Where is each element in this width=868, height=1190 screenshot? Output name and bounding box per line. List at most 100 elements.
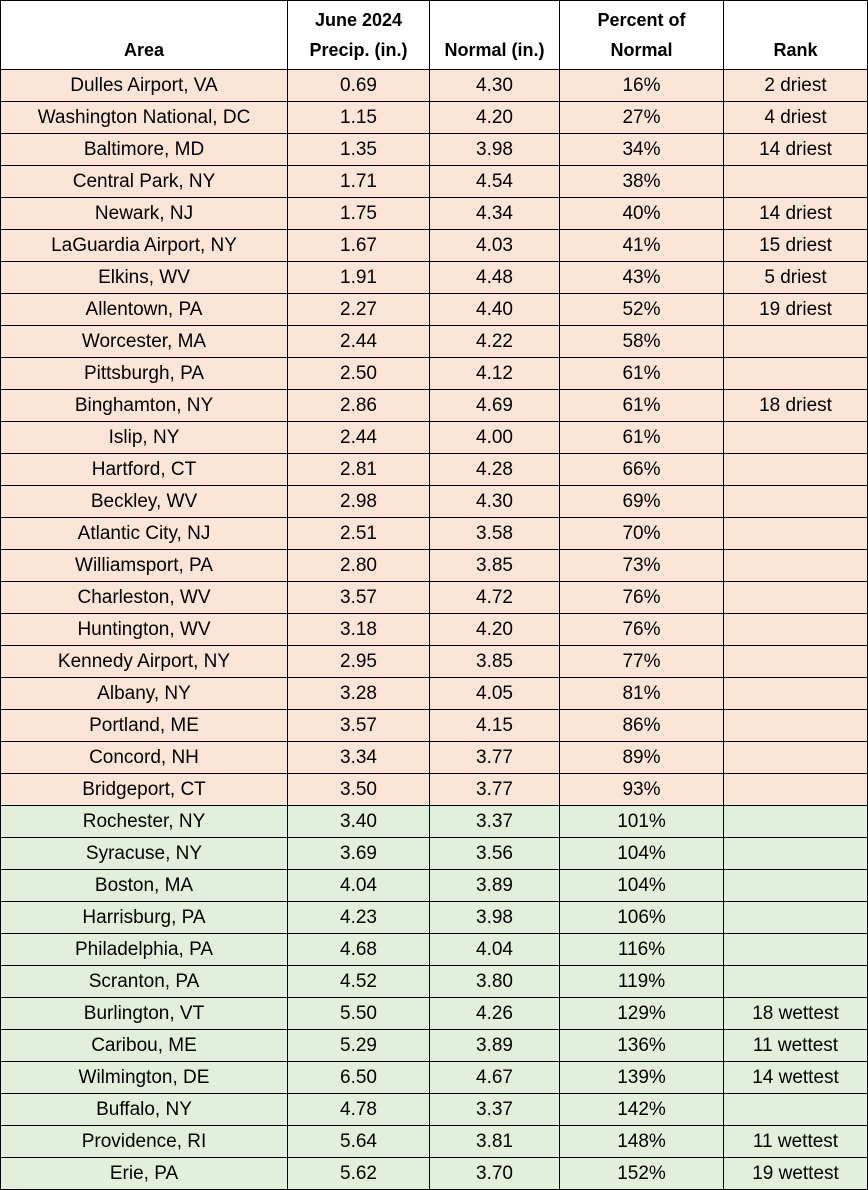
table-cell: 4.78	[288, 1094, 430, 1126]
table-cell: LaGuardia Airport, NY	[0, 230, 288, 262]
table-cell	[724, 646, 868, 678]
table-cell: 139%	[560, 1062, 724, 1094]
table-cell: 4.48	[430, 262, 560, 294]
table-cell: 2.81	[288, 454, 430, 486]
table-cell: Albany, NY	[0, 678, 288, 710]
table-cell: 148%	[560, 1126, 724, 1158]
table-cell: 4 driest	[724, 102, 868, 134]
table-cell: Providence, RI	[0, 1126, 288, 1158]
table-cell: Philadelphia, PA	[0, 934, 288, 966]
table-cell: 58%	[560, 326, 724, 358]
table-cell: Concord, NH	[0, 742, 288, 774]
table-cell: 3.89	[430, 1030, 560, 1062]
table-cell: Islip, NY	[0, 422, 288, 454]
table-cell: 14 driest	[724, 134, 868, 166]
table-cell	[724, 486, 868, 518]
table-cell: 3.85	[430, 550, 560, 582]
table-cell: 4.20	[430, 614, 560, 646]
table-cell: Central Park, NY	[0, 166, 288, 198]
table-cell	[724, 902, 868, 934]
table-cell	[724, 742, 868, 774]
table-cell	[724, 358, 868, 390]
table-cell: Huntington, WV	[0, 614, 288, 646]
table-cell: Rochester, NY	[0, 806, 288, 838]
header-text: Precip. (in.)	[309, 40, 408, 60]
table-cell: Worcester, MA	[0, 326, 288, 358]
table-cell: 43%	[560, 262, 724, 294]
table-cell	[724, 614, 868, 646]
header-cell: June 2024 Precip. (in.)	[288, 0, 430, 70]
table-cell: 4.67	[430, 1062, 560, 1094]
table-cell	[724, 774, 868, 806]
table-cell: 3.77	[430, 742, 560, 774]
table-cell	[724, 678, 868, 710]
table-cell: 3.77	[430, 774, 560, 806]
table-cell: 3.57	[288, 710, 430, 742]
table-cell: 89%	[560, 742, 724, 774]
table-cell: 4.69	[430, 390, 560, 422]
table-cell: Scranton, PA	[0, 966, 288, 998]
table-cell: Wilmington, DE	[0, 1062, 288, 1094]
table-cell: 1.91	[288, 262, 430, 294]
table-cell	[724, 838, 868, 870]
table-cell: 119%	[560, 966, 724, 998]
table-cell: 3.57	[288, 582, 430, 614]
table-cell: 4.05	[430, 678, 560, 710]
table-cell: 1.75	[288, 198, 430, 230]
table-cell: 136%	[560, 1030, 724, 1062]
table-cell: 106%	[560, 902, 724, 934]
table-cell: 4.30	[430, 486, 560, 518]
table-cell: 4.00	[430, 422, 560, 454]
table-cell: Beckley, WV	[0, 486, 288, 518]
table-cell: 18 driest	[724, 390, 868, 422]
table-cell: 2.95	[288, 646, 430, 678]
table-cell: 86%	[560, 710, 724, 742]
table-cell: 2.80	[288, 550, 430, 582]
table-cell	[724, 326, 868, 358]
table-cell: Dulles Airport, VA	[0, 70, 288, 102]
table-cell: 1.35	[288, 134, 430, 166]
table-cell: Washington National, DC	[0, 102, 288, 134]
table-cell: 4.28	[430, 454, 560, 486]
table-cell: Pittsburgh, PA	[0, 358, 288, 390]
table-cell: 3.85	[430, 646, 560, 678]
table-cell: Caribou, ME	[0, 1030, 288, 1062]
header-text: Normal (in.)	[444, 40, 545, 60]
table-cell: 6.50	[288, 1062, 430, 1094]
table-cell: 34%	[560, 134, 724, 166]
table-cell: Newark, NJ	[0, 198, 288, 230]
table-cell: 4.20	[430, 102, 560, 134]
table-cell: 66%	[560, 454, 724, 486]
table-cell: 81%	[560, 678, 724, 710]
table-cell: 61%	[560, 422, 724, 454]
table-cell: 4.40	[430, 294, 560, 326]
header-text: Rank	[773, 40, 818, 60]
table-cell	[724, 518, 868, 550]
table-cell: 40%	[560, 198, 724, 230]
table-cell	[724, 1094, 868, 1126]
table-cell: Harrisburg, PA	[0, 902, 288, 934]
table-cell: 2.44	[288, 326, 430, 358]
table-cell: 104%	[560, 838, 724, 870]
table-cell: 18 wettest	[724, 998, 868, 1030]
table-cell: 73%	[560, 550, 724, 582]
table-cell: 1.15	[288, 102, 430, 134]
table-cell: 3.69	[288, 838, 430, 870]
table-cell: Kennedy Airport, NY	[0, 646, 288, 678]
table-cell: 104%	[560, 870, 724, 902]
table-cell: Buffalo, NY	[0, 1094, 288, 1126]
table-cell: 0.69	[288, 70, 430, 102]
table-cell: 4.22	[430, 326, 560, 358]
table-cell	[724, 870, 868, 902]
table-cell: Williamsport, PA	[0, 550, 288, 582]
table-cell	[724, 166, 868, 198]
table-cell: 61%	[560, 390, 724, 422]
table-cell: 152%	[560, 1158, 724, 1190]
table-cell: 5.64	[288, 1126, 430, 1158]
header-text: Percent of	[597, 10, 686, 30]
table-cell: 5.29	[288, 1030, 430, 1062]
table-cell: 14 driest	[724, 198, 868, 230]
table-cell: Boston, MA	[0, 870, 288, 902]
table-cell: 4.23	[288, 902, 430, 934]
table-cell: 5.62	[288, 1158, 430, 1190]
